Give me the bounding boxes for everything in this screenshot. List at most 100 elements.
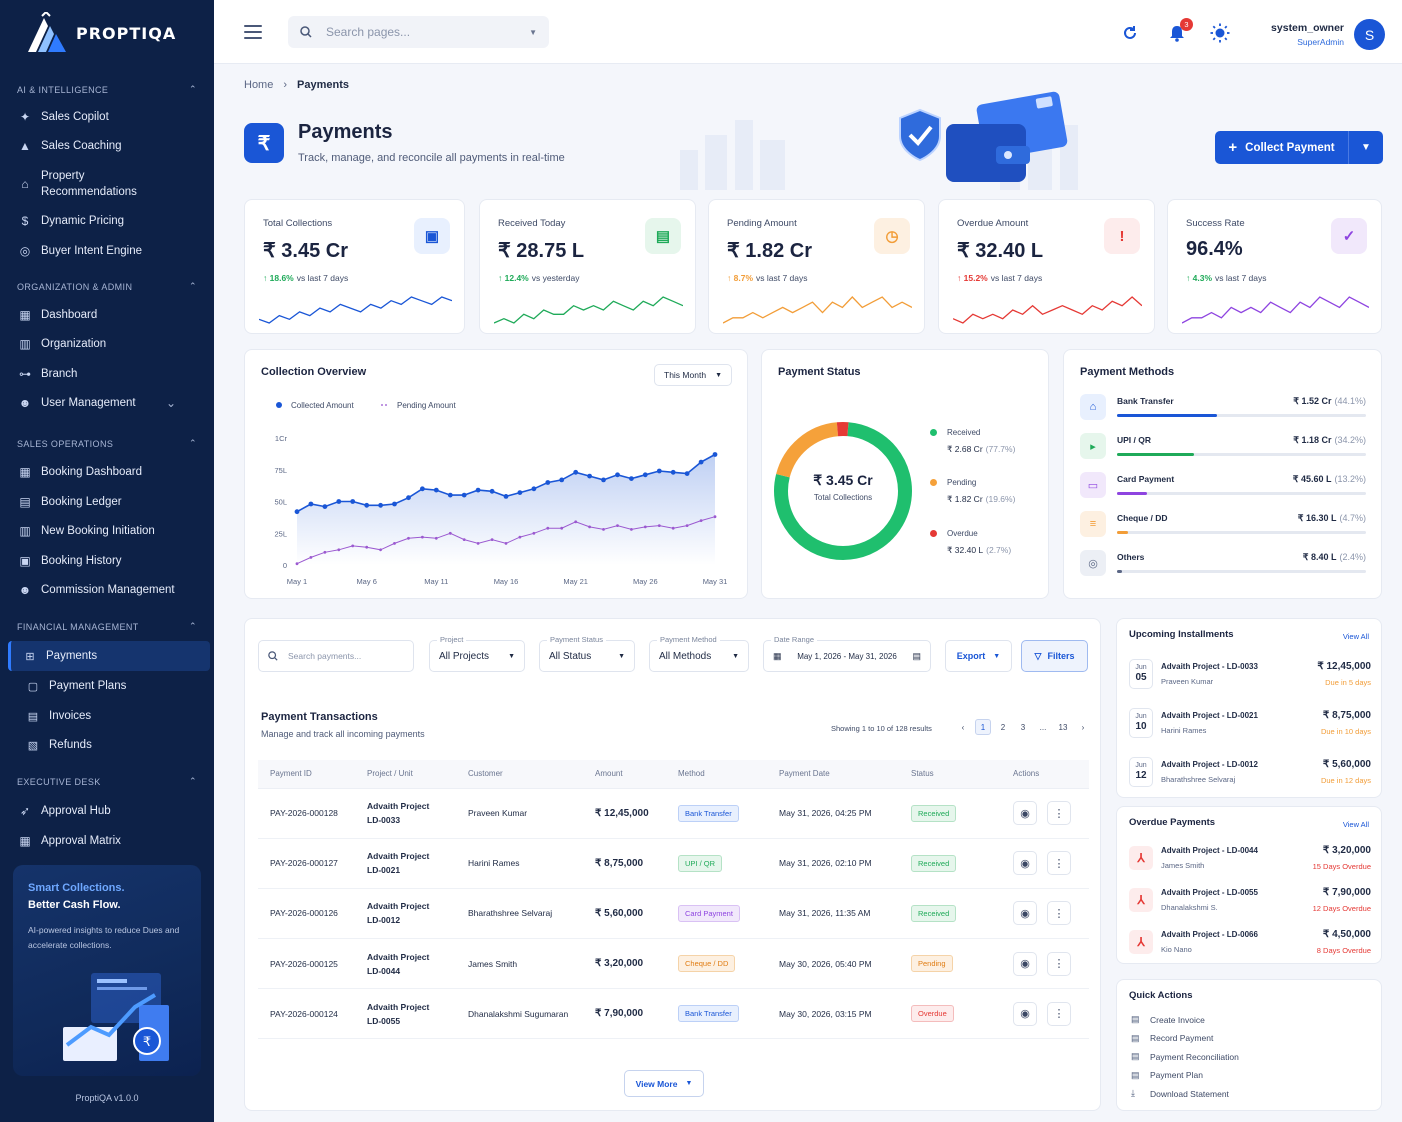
more-options-icon[interactable]: ⋮ xyxy=(1047,801,1071,826)
payment-method-row[interactable]: ◎ Others ₹ 8.40 L (2.4%) xyxy=(1080,550,1366,580)
breadcrumb-home[interactable]: Home xyxy=(244,79,274,91)
collect-payment-button[interactable]: + Collect Payment ▼ xyxy=(1215,131,1383,164)
range-select[interactable]: This Month ▼ xyxy=(654,364,732,386)
sidebar-section-header[interactable]: FINANCIAL MANAGEMENT ⌃ xyxy=(17,621,197,632)
chevron-down-icon[interactable]: ▼ xyxy=(1361,142,1371,153)
sidebar-section-header[interactable]: AI & INTELLIGENCE ⌃ xyxy=(17,84,197,95)
sidebar-item-approval-hub[interactable]: ➶ Approval Hub xyxy=(18,804,208,818)
quick-action-record-payment[interactable]: ▤ Record Payment xyxy=(1131,1033,1213,1044)
more-options-icon[interactable]: ⋮ xyxy=(1047,1001,1071,1026)
sidebar-item-new-booking-initiation[interactable]: ▥ New Booking Initiation xyxy=(18,524,208,538)
sidebar-item-buyer-intent-engine[interactable]: ◎ Buyer Intent Engine xyxy=(18,244,208,258)
kpi-card-received-today[interactable]: Received Today ₹ 28.75 L ↑ 12.4% vs yesterd… xyxy=(479,199,696,334)
table-row[interactable]: PAY-2026-000126 Advaith Project LD-0012 Bha… xyxy=(258,888,1089,940)
overdue-item[interactable]: ⅄ Advaith Project - LD-0066 Kio Nano ₹ 4,50… xyxy=(1129,927,1371,963)
overdue-item[interactable]: ⅄ Advaith Project - LD-0055 Dhanalakshmi S… xyxy=(1129,885,1371,921)
data-point xyxy=(713,515,717,519)
quick-action-create-invoice[interactable]: ▤ Create Invoice xyxy=(1131,1014,1205,1025)
legend-pct: (19.6%) xyxy=(985,494,1016,504)
theme-sun-icon[interactable] xyxy=(1210,23,1230,43)
overdue-view-all-link[interactable]: View All xyxy=(1342,820,1369,829)
sidebar-item-commission-management[interactable]: ☻ Commission Management xyxy=(18,583,208,597)
payment-search[interactable]: Search payments... xyxy=(258,640,414,672)
kpi-card-pending-amount[interactable]: Pending Amount ₹ 1.82 Cr ↑ 8.7% vs last 7 d… xyxy=(708,199,925,334)
search-input[interactable]: Search pages... xyxy=(326,25,411,39)
installment-item[interactable]: Jun 10 Advaith Project - LD-0021 Harini Ram… xyxy=(1129,708,1371,744)
kpi-card-success-rate[interactable]: Success Rate 96.4% ↑ 4.3% vs last 7 days ✓ xyxy=(1167,199,1382,334)
more-options-icon[interactable]: ⋮ xyxy=(1047,901,1071,926)
avatar[interactable]: S xyxy=(1354,19,1385,50)
payment-method-name: Cheque / DD xyxy=(1117,513,1168,523)
project-name: Advaith Project xyxy=(367,901,430,912)
refresh-icon[interactable] xyxy=(1120,23,1140,43)
payment-method-row[interactable]: ⌂ Bank Transfer ₹ 1.52 Cr (44.1%) xyxy=(1080,394,1366,424)
table-row[interactable]: PAY-2026-000124 Advaith Project LD-0055 Dha… xyxy=(258,988,1089,1040)
status-cell: Pending xyxy=(899,938,1001,990)
payment-method-row[interactable]: ≡ Cheque / DD ₹ 16.30 L (4.7%) xyxy=(1080,511,1366,541)
sidebar-section-header[interactable]: ORGANIZATION & ADMIN ⌃ xyxy=(17,281,197,292)
upcoming-view-all-link[interactable]: View All xyxy=(1342,632,1369,641)
view-more-button[interactable]: View More ▼ xyxy=(624,1070,704,1097)
view-eye-icon[interactable]: ◉ xyxy=(1013,851,1037,876)
sidebar-item-sales-coaching[interactable]: ▲ Sales Coaching xyxy=(18,139,208,153)
sidebar-item-organization[interactable]: ▥ Organization xyxy=(18,337,208,351)
view-eye-icon[interactable]: ◉ xyxy=(1013,951,1037,976)
sidebar-item-branch[interactable]: ⊶ Branch xyxy=(18,367,208,381)
data-point xyxy=(323,550,327,554)
method-filter[interactable]: Payment Method All Methods ▼ xyxy=(649,635,749,672)
sidebar-item-refunds[interactable]: ▧ Refunds xyxy=(26,738,216,752)
installment-item[interactable]: Jun 05 Advaith Project - LD-0033 Praveen Ku… xyxy=(1129,659,1371,695)
overdue-item[interactable]: ⅄ Advaith Project - LD-0044 James Smith ₹ 3… xyxy=(1129,843,1371,879)
page-button[interactable]: 2 xyxy=(1000,722,1006,732)
sidebar-item-approval-matrix[interactable]: ▦ Approval Matrix xyxy=(18,834,208,848)
x-tick-label: May 1 xyxy=(287,577,307,586)
brand-logo[interactable]: PROPTIQA xyxy=(24,12,176,54)
sidebar-item-property-recommendations[interactable]: ⌂ Property Recommendations xyxy=(18,168,208,200)
quick-action-payment-plan[interactable]: ▤ Payment Plan xyxy=(1131,1070,1203,1081)
more-options-icon[interactable]: ⋮ xyxy=(1047,951,1071,976)
quick-action-download-statement[interactable]: ⤓ Download Statement xyxy=(1131,1088,1229,1099)
table-row[interactable]: PAY-2026-000127 Advaith Project LD-0021 Har… xyxy=(258,838,1089,889)
view-eye-icon[interactable]: ◉ xyxy=(1013,801,1037,826)
sidebar-item-dynamic-pricing[interactable]: $ Dynamic Pricing xyxy=(18,214,208,228)
date-range-filter[interactable]: Date Range ▦ May 1, 2026 - May 31, 2026 … xyxy=(763,635,931,672)
view-eye-icon[interactable]: ◉ xyxy=(1013,1001,1037,1026)
payment-method-row[interactable]: ▸ UPI / QR ₹ 1.18 Cr (34.2%) xyxy=(1080,433,1366,463)
quick-action-payment-reconciliation[interactable]: ▤ Payment Reconciliation xyxy=(1131,1051,1239,1062)
sidebar-section-header[interactable]: SALES OPERATIONS ⌃ xyxy=(17,438,197,449)
kpi-card-total-collections[interactable]: Total Collections ₹ 3.45 Cr ↑ 18.6% vs last… xyxy=(244,199,465,334)
table-row[interactable]: PAY-2026-000128 Advaith Project LD-0033 Pra… xyxy=(258,788,1089,839)
hamburger-menu-icon[interactable] xyxy=(244,25,262,39)
sidebar-item-booking-ledger[interactable]: ▤ Booking Ledger xyxy=(18,495,208,509)
payment-search-input[interactable]: Search payments... xyxy=(288,651,362,661)
user-info[interactable]: system_owner SuperAdmin xyxy=(1271,22,1344,47)
installment-item[interactable]: Jun 12 Advaith Project - LD-0012 Bharathshr… xyxy=(1129,757,1371,793)
notification-bell-icon[interactable]: 3 xyxy=(1167,18,1193,43)
export-button[interactable]: Export ▼ xyxy=(945,640,1012,672)
sidebar-item-dashboard[interactable]: ▦ Dashboard xyxy=(18,308,208,322)
page-button[interactable]: 13 xyxy=(1058,722,1068,732)
page-search[interactable]: Search pages... ▼ xyxy=(288,16,549,48)
sidebar-section-header[interactable]: EXECUTIVE DESK ⌃ xyxy=(17,776,197,787)
sidebar-item-user-management[interactable]: ☻ User Management ⌄ xyxy=(18,396,208,410)
sidebar-item-invoices[interactable]: ▤ Invoices xyxy=(26,709,216,723)
more-options-icon[interactable]: ⋮ xyxy=(1047,851,1071,876)
table-row[interactable]: PAY-2026-000125 Advaith Project LD-0044 Jam… xyxy=(258,938,1089,990)
page-button[interactable]: 3 xyxy=(1020,722,1026,732)
sidebar-item-label: New Booking Initiation xyxy=(41,525,155,537)
filters-button[interactable]: ▽ Filters xyxy=(1021,640,1088,672)
date-range-label: Date Range xyxy=(771,635,818,644)
project-filter[interactable]: Project All Projects ▼ xyxy=(429,635,525,672)
view-eye-icon[interactable]: ◉ xyxy=(1013,901,1037,926)
payment-method-row[interactable]: ▭ Card Payment ₹ 45.60 L (13.2%) xyxy=(1080,472,1366,502)
sidebar-item-payments[interactable]: ⊞ Payments xyxy=(8,641,210,671)
sidebar-item-payment-plans[interactable]: ▢ Payment Plans xyxy=(26,679,216,693)
status-filter[interactable]: Payment Status All Status ▼ xyxy=(539,635,635,672)
sidebar-item-booking-history[interactable]: ▣ Booking History xyxy=(18,554,208,568)
chevron-left-icon[interactable]: ‹ xyxy=(961,722,965,732)
kpi-card-overdue-amount[interactable]: Overdue Amount ₹ 32.40 L ↑ 15.2% vs last 7 … xyxy=(938,199,1155,334)
chevron-right-icon[interactable]: › xyxy=(1081,722,1085,732)
page-button[interactable]: 1 xyxy=(975,719,991,735)
sidebar-item-booking-dashboard[interactable]: ▦ Booking Dashboard xyxy=(18,465,208,479)
sidebar-item-sales-copilot[interactable]: ✦ Sales Copilot xyxy=(18,110,208,124)
